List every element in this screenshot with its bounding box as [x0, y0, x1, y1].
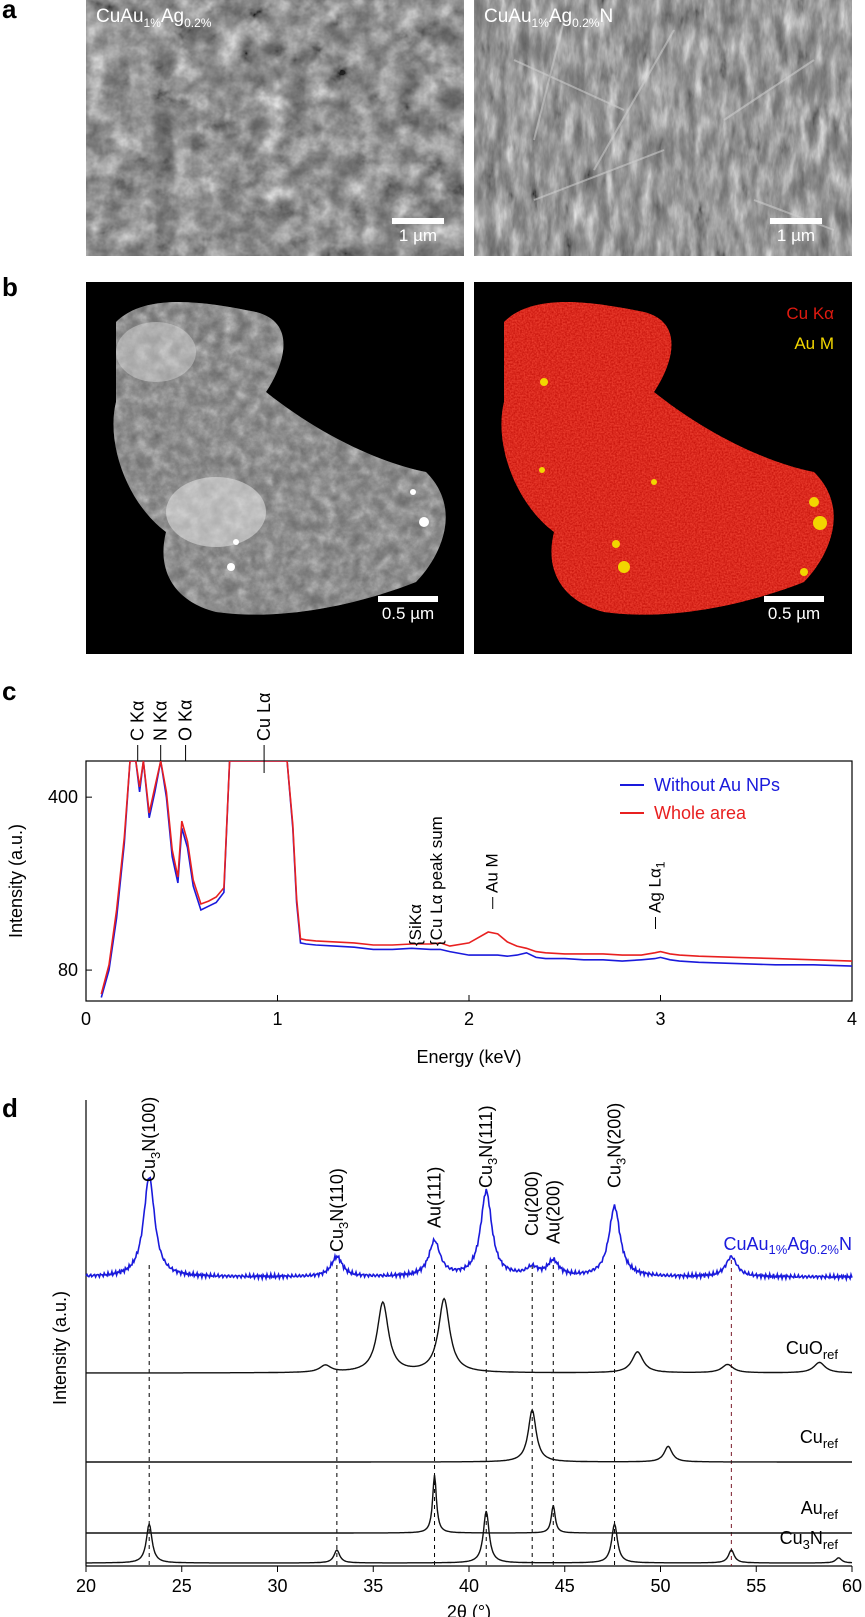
- peak-label-d-4: Cu(200): [522, 1171, 542, 1236]
- series-line-without-au-nps: [100, 761, 852, 998]
- sem-image-right: CuAu1%Ag0.2%N 1 µm: [474, 0, 852, 256]
- xrd-trace-d-3: [86, 1474, 852, 1534]
- legend-label-c-1: Whole area: [654, 803, 747, 823]
- y-tick-label-c-0: 80: [58, 960, 78, 980]
- peak-label-d-3: Cu3N(111): [476, 1105, 500, 1188]
- peak-label-d-0: Cu3N(100): [139, 1097, 163, 1182]
- peak-label-d-6: Cu3N(200): [605, 1103, 629, 1188]
- series-label-d-3: Auref: [801, 1498, 839, 1522]
- series-label-d-0: CuAu1%Ag0.2%N: [724, 1234, 853, 1257]
- x-tick-label-c-0: 0: [81, 1009, 91, 1029]
- x-tick-label-d-1: 25: [172, 1576, 192, 1596]
- annotation-ag-la1: Ag Lα1: [646, 861, 668, 913]
- panel-letter-a: a: [2, 0, 17, 24]
- xrd-trace-d-4: [86, 1510, 853, 1564]
- peak-label-d-2: Au(111): [425, 1167, 445, 1228]
- peak-label-d-1: Cu3N(110): [327, 1168, 351, 1252]
- x-tick-label-d-2: 30: [267, 1576, 287, 1596]
- top-label-c-3: Cu Lα: [254, 693, 274, 741]
- x-tick-label-d-0: 20: [76, 1576, 96, 1596]
- eds-particle: [501, 302, 834, 615]
- stem-image: 0.5 µm: [86, 282, 464, 654]
- plot-frame-c: [85, 760, 853, 1002]
- series-label-d-2: Curef: [800, 1427, 839, 1451]
- xrd-trace-d-1: [86, 1297, 852, 1374]
- x-tick-label-d-8: 60: [842, 1576, 862, 1596]
- top-label-c-2: O Kα: [176, 700, 196, 741]
- eds-spectrum-chart: 0 1 2 3 4 80 400 Energy (keV) Intensity (a.u.) C …: [6, 693, 857, 1067]
- y-axis-label-c: Intensity (a.u.): [6, 824, 26, 938]
- panel-letter-c: c: [2, 676, 17, 706]
- x-tick-label-c-2: 2: [464, 1009, 474, 1029]
- stem-particle: [113, 302, 446, 615]
- top-label-c-1: N Kα: [151, 701, 171, 741]
- annotation-si-ka: {SiKα: [406, 904, 425, 946]
- x-axis-label-d: 2θ (°): [447, 1602, 491, 1617]
- panel-letter-b: b: [2, 272, 18, 302]
- xrd-trace-d-0: [85, 1176, 853, 1283]
- x-tick-label-d-5: 45: [555, 1576, 575, 1596]
- x-tick-label-d-3: 35: [363, 1576, 383, 1596]
- scale-bar-a-left: 1 µm: [386, 218, 450, 246]
- x-tick-label-d-6: 50: [650, 1576, 670, 1596]
- y-axis-label-d: Intensity (a.u.): [50, 1291, 70, 1405]
- x-tick-label-c-1: 1: [272, 1009, 282, 1029]
- legend-au-m: Au M: [794, 334, 834, 353]
- series-label-d-4: Cu3Nref: [780, 1528, 839, 1552]
- legend-label-c-0: Without Au NPs: [654, 775, 780, 795]
- series-line-whole-area: [100, 761, 852, 995]
- eds-map: Cu Kα Au M 0.5 µm: [474, 282, 852, 654]
- y-tick-label-c-1: 400: [48, 787, 78, 807]
- annotation-cu-la-sum: {Cu Lα peak sum: [427, 816, 446, 946]
- scale-bar-b-left: 0.5 µm: [370, 596, 446, 624]
- panel-letter-d: d: [2, 1093, 18, 1123]
- annotation-au-m: Au M: [483, 853, 502, 893]
- x-tick-label-c-4: 4: [847, 1009, 857, 1029]
- sem-label-right: CuAu1%Ag0.2%N: [484, 6, 614, 30]
- sem-texture-left: [86, 0, 464, 256]
- sem-texture-right: [474, 0, 852, 256]
- peak-label-d-5: Au(200): [543, 1180, 563, 1244]
- scale-bar-b-right: 0.5 µm: [756, 596, 832, 624]
- sem-image-left: CuAu1%Ag0.2% 1 µm: [86, 0, 464, 256]
- x-axis-label-c: Energy (keV): [416, 1047, 521, 1067]
- sem-label-left: CuAu1%Ag0.2%: [96, 6, 212, 30]
- top-label-c-0: C Kα: [128, 701, 148, 741]
- legend-cu-ka: Cu Kα: [786, 304, 834, 323]
- x-tick-label-c-3: 3: [655, 1009, 665, 1029]
- x-tick-label-d-7: 55: [746, 1576, 766, 1596]
- x-tick-label-d-4: 40: [459, 1576, 479, 1596]
- xrd-trace-d-2: [86, 1408, 852, 1463]
- scale-bar-a-right: 1 µm: [764, 218, 828, 246]
- series-label-d-1: CuOref: [786, 1338, 839, 1362]
- xrd-chart: CuAu1%Ag0.2%N CuOref Curef Auref Cu3Nref Cu3N…: [50, 1097, 862, 1617]
